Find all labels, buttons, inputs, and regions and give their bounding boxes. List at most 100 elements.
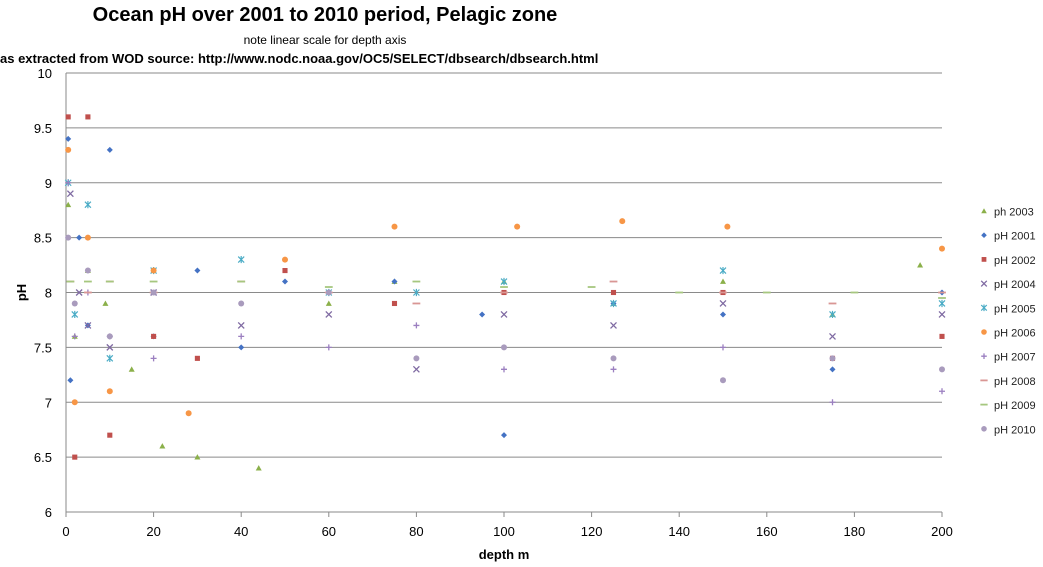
x-tick-label: 200	[931, 524, 953, 539]
data-point	[610, 321, 617, 329]
data-point	[84, 201, 92, 209]
data-point	[106, 343, 114, 351]
data-point	[84, 267, 91, 274]
legend-entry: pH 2004	[994, 279, 1036, 291]
source-note: as extracted from WOD source: http://www…	[0, 51, 599, 66]
y-tick-label: 7	[45, 395, 52, 410]
data-point	[500, 277, 508, 286]
data-point	[237, 255, 245, 264]
data-point	[514, 223, 521, 230]
data-point	[829, 332, 836, 340]
data-point	[85, 114, 91, 120]
data-point	[84, 321, 92, 329]
x-axis-title: depth m	[479, 547, 530, 562]
data-point	[159, 443, 166, 449]
data-point	[106, 354, 114, 362]
data-point	[67, 377, 74, 384]
legend-entry: pH 2001	[994, 231, 1036, 243]
data-point	[65, 114, 71, 120]
data-point	[75, 289, 83, 296]
legend-marker	[980, 304, 988, 312]
data-point	[71, 333, 78, 340]
data-point	[325, 289, 332, 296]
data-point	[238, 300, 245, 307]
data-point	[939, 245, 945, 252]
data-point	[150, 355, 157, 362]
data-point	[939, 388, 945, 395]
data-point	[71, 300, 78, 307]
legend-entry: pH 2007	[994, 352, 1036, 364]
data-point	[150, 289, 157, 296]
y-tick-label: 8	[45, 286, 52, 301]
data-point	[720, 344, 726, 351]
legend-marker	[981, 426, 987, 432]
legend-marker	[981, 232, 987, 238]
data-point	[938, 310, 946, 318]
data-point	[282, 278, 288, 285]
data-point	[150, 267, 157, 274]
x-tick-label: 40	[234, 524, 248, 539]
y-tick-label: 7.5	[34, 340, 52, 355]
legend-entry: pH 2009	[994, 400, 1036, 412]
data-point	[325, 300, 332, 306]
data-point	[829, 399, 836, 406]
data-point	[610, 355, 617, 362]
data-point	[391, 223, 398, 230]
data-point	[282, 256, 288, 263]
x-tick-label: 0	[62, 524, 69, 539]
data-point	[720, 278, 726, 284]
x-tick-label: 20	[146, 524, 160, 539]
data-point	[65, 179, 72, 186]
chart-subtitle: note linear scale for depth axis	[243, 33, 407, 47]
data-point	[65, 146, 72, 153]
data-point	[610, 299, 617, 308]
legend-entry: pH 2005	[994, 303, 1036, 315]
data-point	[720, 311, 726, 318]
data-point	[610, 366, 617, 373]
y-axis-title: pH	[14, 284, 29, 301]
data-point	[413, 355, 420, 362]
data-point	[194, 267, 201, 274]
data-point	[102, 300, 109, 306]
legend-entry: pH 2010	[994, 424, 1036, 436]
data-point	[255, 465, 262, 471]
chart-title: Ocean pH over 2001 to 2010 period, Pelag…	[92, 4, 558, 26]
data-point	[719, 300, 727, 307]
data-point	[185, 410, 192, 417]
data-point	[619, 218, 626, 225]
data-point	[325, 344, 332, 351]
legend-entry: pH 2002	[994, 255, 1036, 267]
y-tick-label: 6	[45, 505, 52, 520]
x-tick-label: 120	[581, 524, 603, 539]
data-point	[238, 333, 245, 340]
legend-entry: pH 2008	[994, 376, 1036, 388]
data-point	[107, 432, 113, 438]
data-point	[72, 454, 78, 460]
data-point	[194, 454, 201, 460]
data-point	[412, 288, 420, 297]
legend-marker	[981, 208, 987, 214]
data-point	[84, 234, 91, 241]
legend-entry: ph 2003	[994, 207, 1034, 219]
data-point	[106, 146, 113, 153]
data-point	[65, 135, 72, 142]
data-point	[238, 344, 245, 351]
data-point	[720, 377, 726, 384]
data-point	[479, 311, 486, 318]
data-point	[237, 321, 245, 329]
x-tick-label: 140	[668, 524, 690, 539]
data-point	[719, 266, 727, 275]
data-point	[412, 365, 420, 373]
data-point	[106, 388, 113, 395]
y-tick-label: 10	[38, 66, 52, 81]
data-point	[917, 262, 924, 268]
x-tick-label: 80	[409, 524, 423, 539]
legend-marker	[981, 353, 987, 359]
x-tick-label: 160	[756, 524, 778, 539]
data-point	[724, 223, 731, 230]
x-tick-label: 100	[493, 524, 515, 539]
data-point	[66, 190, 74, 198]
data-point	[71, 310, 79, 319]
data-point	[325, 310, 333, 318]
